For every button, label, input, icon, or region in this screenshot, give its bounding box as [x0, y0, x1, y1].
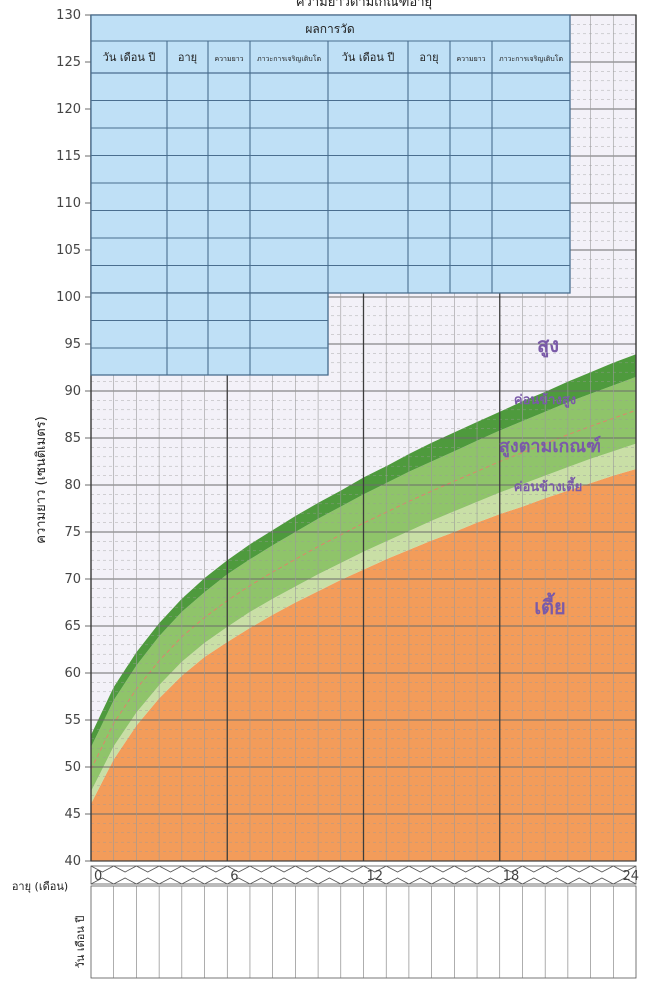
x-tick-label: 6 [230, 869, 238, 884]
age-cell [431, 865, 455, 885]
y-tick-label: 60 [64, 666, 81, 681]
chart-title: ความยาวตามเกณฑ์อายุ [296, 0, 432, 10]
band-below-normal [91, 443, 636, 804]
table-title: ผลการวัด [305, 22, 354, 36]
age-cell [590, 865, 614, 885]
y-tick-label: 70 [64, 572, 81, 587]
band-above-normal [91, 354, 636, 748]
y-tick-label: 125 [56, 55, 81, 70]
x-tick-label: 18 [503, 869, 520, 884]
y-tick-label: 40 [64, 854, 81, 869]
y-axis-label: ความยาว (เซนติเมตร) [34, 416, 49, 543]
table-header: อายุ [178, 51, 197, 64]
table-header: วัน เดือน ปี [103, 51, 156, 64]
age-cell [567, 865, 591, 885]
age-cell [476, 865, 500, 885]
table-header: ภาวะการเจริญเติบโต [257, 54, 322, 63]
zone-label: สูงตามเกณฑ์ [499, 435, 601, 458]
y-tick-label: 55 [64, 713, 81, 728]
age-cell [408, 865, 432, 885]
y-tick-label: 65 [64, 619, 81, 634]
age-cell [272, 865, 296, 885]
zone-label: เตี้ย [534, 592, 566, 619]
age-cell [340, 865, 364, 885]
age-cell [544, 865, 569, 885]
y-tick-label: 80 [64, 478, 81, 493]
y-tick-label: 115 [56, 149, 81, 164]
age-cell [317, 865, 341, 885]
y-tick-label: 105 [56, 243, 81, 258]
table-lower [90, 292, 329, 376]
age-cell [136, 865, 160, 885]
table-header: วัน เดือน ปี [342, 51, 395, 64]
age-cell [249, 865, 273, 885]
zone-label: สูง [537, 333, 559, 359]
x-tick-label: 12 [367, 869, 384, 884]
y-tick-label: 100 [56, 290, 81, 305]
age-cell [181, 865, 205, 885]
zone-label: ค่อนข้างสูง [514, 392, 576, 408]
age-cell [295, 865, 319, 885]
age-cell [386, 865, 410, 885]
x-axis-label: อายุ (เดือน) [12, 880, 68, 893]
zone-labels: สูงค่อนข้างสูงสูงตามเกณฑ์ค่อนข้างเตี้ยเต… [499, 333, 601, 619]
age-cell [454, 865, 478, 885]
age-cell [522, 865, 546, 885]
x-tick-label: 0 [94, 869, 102, 884]
y-tick-label: 110 [56, 196, 81, 211]
y-tick-label: 50 [64, 760, 81, 775]
age-cell [227, 865, 251, 885]
y-tick-label: 75 [64, 525, 81, 540]
tick-labels: 4045505560657075808590951001051101151201… [56, 8, 639, 979]
record-table: ผลการวัดวัน เดือน ปี อายุ ความยาว ภาวะการเจ… [90, 14, 571, 376]
age-cell [204, 865, 228, 885]
zone-label: ค่อนข้างเตี้ย [514, 476, 582, 495]
y-tick-label: 95 [64, 337, 81, 352]
table-header: ภาวะการเจริญเติบโต [499, 54, 564, 63]
y-tick-label: 45 [64, 807, 81, 822]
table-header: ความยาว [456, 55, 485, 63]
age-cell [158, 865, 183, 885]
age-cell [613, 865, 637, 885]
age-cell [363, 865, 387, 885]
y-tick-label: 90 [64, 384, 81, 399]
x-tick-label: 24 [622, 869, 639, 884]
age-cell [113, 865, 137, 885]
date-row-label: วัน เดือน ปี [74, 916, 87, 969]
age-row [90, 865, 637, 885]
table-upper [90, 14, 571, 294]
age-cell [499, 865, 523, 885]
y-tick-label: 130 [56, 8, 81, 23]
age-cell [90, 865, 114, 885]
table-header: อายุ [419, 51, 438, 64]
table-header: ความยาว [214, 55, 243, 63]
y-tick-label: 120 [56, 102, 81, 117]
y-tick-label: 85 [64, 431, 81, 446]
